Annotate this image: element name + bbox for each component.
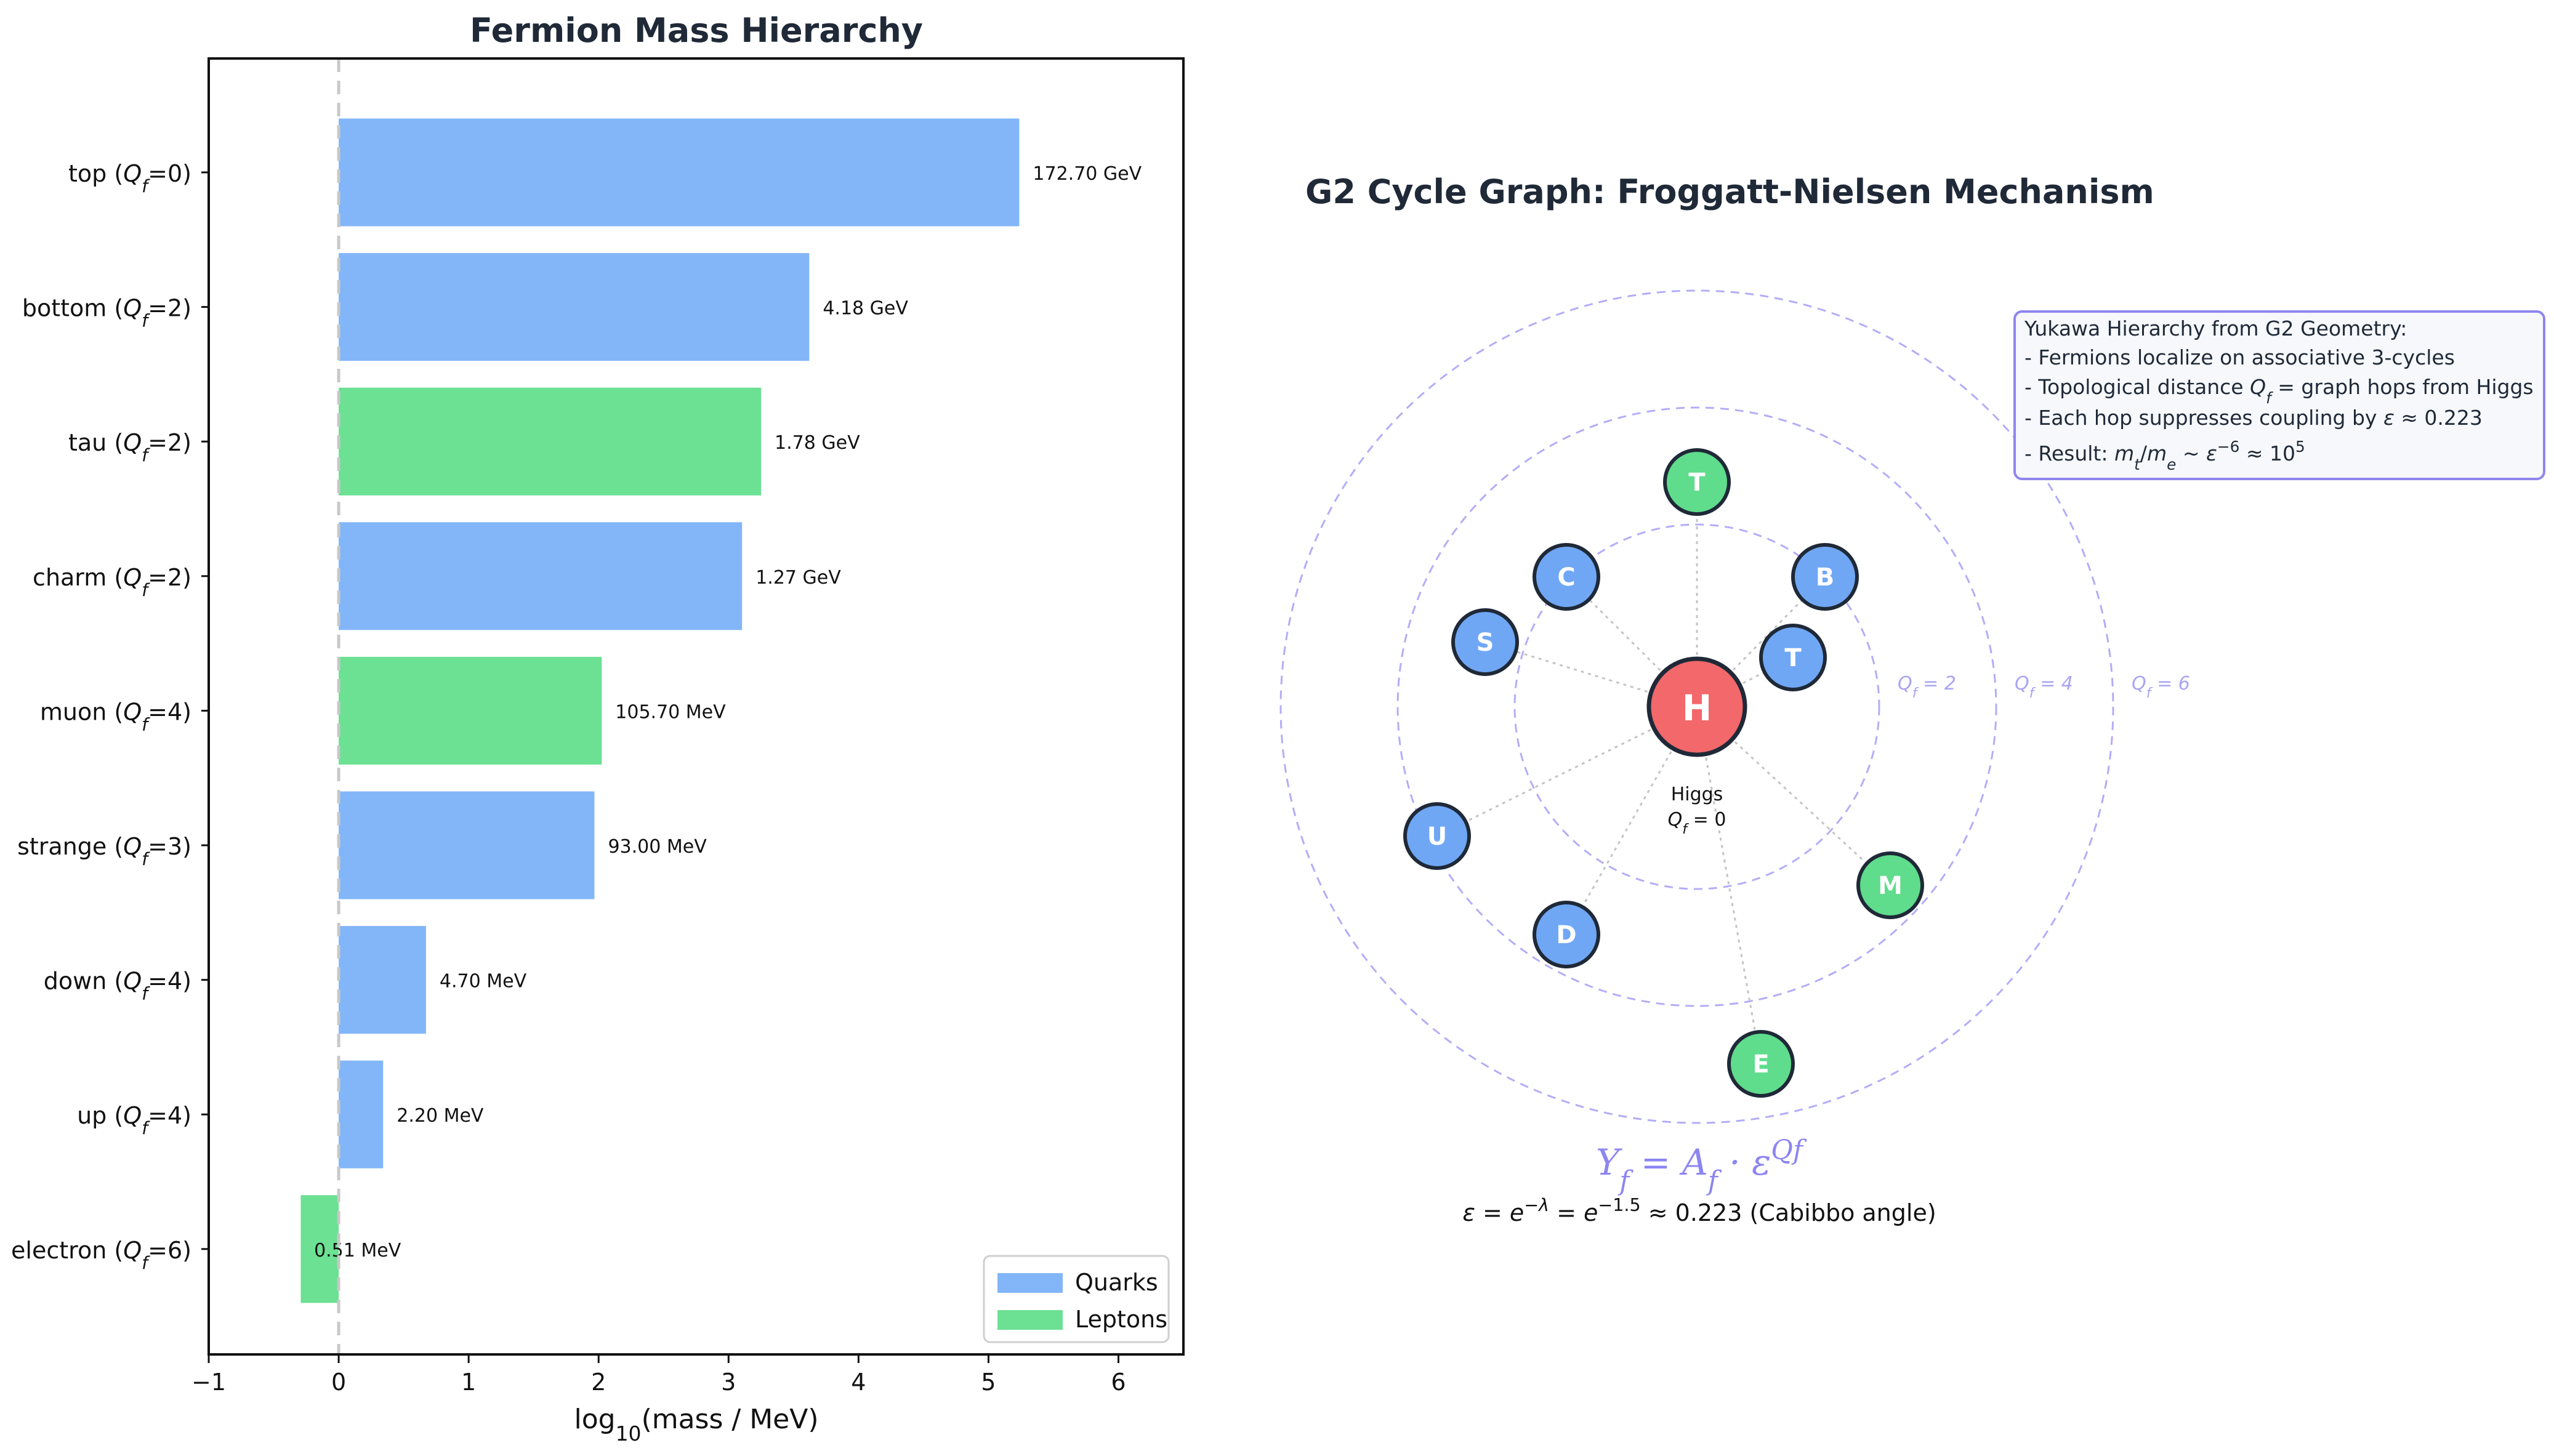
- category-label: up (Qf=4): [77, 1102, 191, 1138]
- fermion-node-label: M: [1878, 872, 1903, 900]
- fermion-node: [1533, 543, 1600, 611]
- fermion-node: [1403, 802, 1471, 870]
- x-tick-label: 6: [1111, 1369, 1126, 1396]
- fermion-node: [1663, 448, 1731, 516]
- ring-label: Qf = 2: [1898, 673, 1956, 701]
- higgs-caption: Higgs: [1671, 784, 1723, 805]
- bar-value-label: 1.78 GeV: [775, 432, 860, 454]
- bar-muon: [339, 656, 602, 765]
- bar-tau: [339, 387, 762, 496]
- bar-value-label: 105.70 MeV: [615, 701, 726, 723]
- info-box-frame: [2013, 310, 2545, 480]
- bar-value-label: 4.70 MeV: [440, 971, 527, 992]
- cycle-graph-diagram: G2 Cycle Graph: Froggatt-Nielsen Mechani…: [1279, 172, 2545, 1227]
- x-tick-label: 3: [721, 1369, 736, 1396]
- fermion-node-label: B: [1816, 563, 1835, 592]
- category-label: charm (Qf=2): [33, 564, 191, 600]
- fermion-node-label: C: [1557, 563, 1575, 592]
- chart-legend: Quarks Leptons: [983, 1255, 1170, 1343]
- info-box-line: - Topological distance Qf = graph hops f…: [2024, 375, 2534, 407]
- x-tick-label: 4: [851, 1369, 866, 1396]
- x-tick-label: −1: [191, 1369, 226, 1396]
- fermion-node: [1759, 624, 1827, 691]
- fermion-node-label: S: [1476, 629, 1494, 657]
- bar-value-label: 93.00 MeV: [608, 836, 707, 858]
- legend-swatch: [997, 1310, 1063, 1330]
- info-box: Yukawa Hierarchy from G2 Geometry: - Ferm…: [2013, 310, 2545, 480]
- category-label: muon (Qf=4): [40, 698, 191, 734]
- legend-swatch: [997, 1273, 1063, 1293]
- bar-strange: [339, 791, 595, 899]
- higgs-qf-caption: Qf = 0: [1668, 809, 1726, 837]
- bar-value-label: 0.51 MeV: [314, 1240, 401, 1261]
- bar-bottom: [339, 253, 810, 361]
- qf-ring: [1396, 406, 1997, 1007]
- higgs-node: [1646, 656, 1747, 757]
- fermion-node-label: D: [1556, 921, 1576, 949]
- bar-down: [339, 926, 426, 1034]
- category-label: top (Qf=0): [68, 160, 191, 196]
- epsilon-formula: ε = e−λ = e−1.5 ≈ 0.223 (Cabibbo angle): [1462, 1195, 1936, 1227]
- info-box-line: - Fermions localize on associative 3-cyc…: [2024, 345, 2455, 369]
- plot-frame: [207, 57, 1185, 1356]
- yukawa-formula: Yf = Af · εQf: [1596, 1135, 1807, 1197]
- category-label: tau (Qf=2): [68, 429, 191, 465]
- fermion-node: [1856, 851, 1924, 919]
- fermion-node: [1727, 1030, 1795, 1098]
- bar-value-label: 4.18 GeV: [823, 298, 908, 320]
- fermion-node: [1533, 901, 1600, 968]
- info-box-line: Yukawa Hierarchy from G2 Geometry:: [2024, 316, 2407, 340]
- bar-value-label: 2.20 MeV: [397, 1105, 484, 1127]
- x-tick-label: 1: [461, 1369, 476, 1396]
- fermion-node: [1791, 543, 1859, 611]
- category-label: strange (Qf=3): [17, 833, 191, 869]
- edge-line: [1696, 706, 1762, 1064]
- diagram-title: G2 Cycle Graph: Froggatt-Nielsen Mechani…: [1305, 172, 2154, 211]
- ring-label: Qf = 4: [2015, 673, 2073, 701]
- chart-title: Fermion Mass Hierarchy: [470, 11, 923, 50]
- info-box-line: - Result: mt/me ~ ε−6 ≈ 105: [2024, 438, 2305, 473]
- higgs-node-label: H: [1682, 687, 1712, 729]
- bar-value-label: 172.70 GeV: [1033, 163, 1142, 185]
- qf-ring: [1513, 523, 1880, 890]
- x-tick-label: 2: [591, 1369, 606, 1396]
- bar-up: [339, 1060, 384, 1168]
- info-box-line: - Each hop suppresses coupling by ε ≈ 0.…: [2024, 406, 2483, 430]
- fermion-node-label: T: [1784, 644, 1802, 672]
- bar-value-label: 1.27 GeV: [755, 567, 841, 589]
- fermion-node-label: E: [1752, 1050, 1769, 1079]
- ring-label: Qf = 6: [2132, 673, 2190, 701]
- bar-charm: [339, 522, 743, 630]
- legend-label: Quarks: [1075, 1269, 1158, 1296]
- bar-electron: [300, 1195, 339, 1303]
- fermion-node-label: T: [1688, 469, 1706, 497]
- x-tick-label: 0: [331, 1369, 346, 1396]
- x-tick-label: 5: [981, 1369, 996, 1396]
- bar-top: [339, 118, 1020, 227]
- fermion-node-label: U: [1427, 823, 1447, 851]
- category-label: electron (Qf=6): [11, 1237, 191, 1273]
- category-label: down (Qf=4): [44, 968, 191, 1004]
- chart-plot-area: 172.70 GeV top (Qf=0) 4.18 GeV bottom (Qf=2…: [11, 58, 1142, 1396]
- graph-body: Qf = 2 Qf = 4 Qf = 6 H Higgs Qf = 0 T B C S T U M D E: [1279, 289, 2190, 1124]
- fermion-node: [1451, 608, 1519, 676]
- legend-label: Leptons: [1075, 1306, 1167, 1333]
- qf-ring: [1279, 289, 2114, 1124]
- category-label: bottom (Qf=2): [22, 295, 191, 331]
- x-axis-label: log10(mass / MeV): [574, 1404, 818, 1446]
- mass-hierarchy-chart: Fermion Mass Hierarchy 172.70 GeV top (Qf…: [11, 11, 1185, 1446]
